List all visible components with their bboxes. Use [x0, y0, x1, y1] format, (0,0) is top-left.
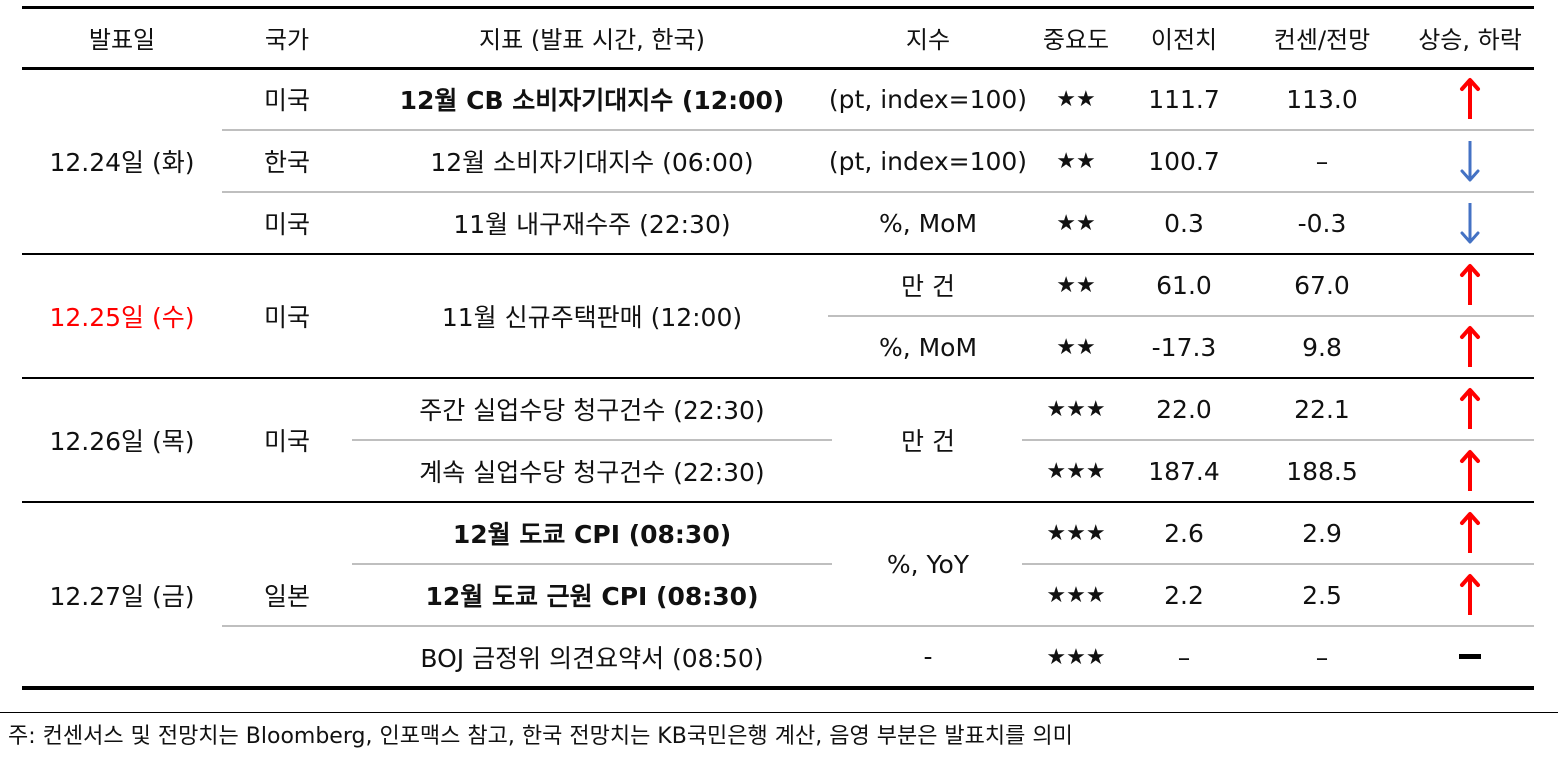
- previous-value: –: [1177, 642, 1191, 672]
- arrow-up-icon: [1396, 565, 1544, 625]
- indicator-cell: 주간 실업수당 청구건수 (22:30): [419, 396, 765, 425]
- date-cell: 12.26일 (목): [49, 427, 195, 456]
- importance-stars: ★★: [1056, 272, 1096, 298]
- indicator-cell: 12월 소비자기대지수 (06:00): [430, 148, 754, 177]
- consensus-value: 22.1: [1294, 394, 1350, 424]
- row-divider: [222, 625, 1534, 627]
- importance-stars: ★★★: [1046, 458, 1106, 484]
- arrow-up-icon: [1396, 69, 1544, 129]
- unit-cell: 만 건: [901, 427, 955, 456]
- header-unit: 지수: [905, 26, 951, 54]
- arrow-up-icon: [1396, 503, 1544, 563]
- arrow-down-icon: [1396, 193, 1544, 253]
- consensus-value: -0.3: [1297, 208, 1347, 238]
- row-divider: [1022, 563, 1534, 565]
- previous-value: 2.6: [1164, 518, 1204, 548]
- date-cell-holiday: 12.25일 (수): [49, 303, 195, 332]
- arrow-up-icon: [1396, 255, 1544, 315]
- date-cell: 12.27일 (금): [49, 581, 195, 611]
- consensus-value: 188.5: [1286, 456, 1358, 486]
- consensus-value: –: [1315, 642, 1329, 672]
- indicator-cell: 11월 신규주택판매 (12:00): [441, 303, 743, 332]
- consensus-value: 2.9: [1302, 518, 1342, 548]
- table-bottom-border: [22, 686, 1534, 690]
- indicator-cell: 12월 CB 소비자기대지수 (12:00): [399, 86, 785, 115]
- header-country: 국가: [264, 26, 310, 54]
- importance-stars: ★★: [1056, 334, 1096, 360]
- consensus-value: 9.8: [1302, 332, 1342, 362]
- unit-cell: 만 건: [901, 272, 955, 301]
- importance-stars: ★★: [1056, 86, 1096, 112]
- date-cell: 12.24일 (화): [49, 148, 195, 177]
- country-cell: 미국: [263, 86, 310, 115]
- economic-calendar-table: 발표일 국가 지표 (발표 시간, 한국) 지수 중요도 이전치 컨센/전망 상…: [22, 0, 1534, 762]
- unit-cell: (pt, index=100): [828, 146, 1028, 176]
- country-cell: 한국: [263, 148, 310, 177]
- unit-cell: %, MoM: [878, 208, 978, 238]
- footnote-divider: [0, 712, 1558, 713]
- importance-stars: ★★★: [1046, 644, 1106, 670]
- importance-stars: ★★★: [1046, 396, 1106, 422]
- dash-icon: [1396, 627, 1544, 687]
- table-top-border: [22, 6, 1534, 9]
- unit-cell: -: [923, 642, 933, 671]
- indicator-cell: 11월 내구재수주 (22:30): [453, 210, 731, 239]
- row-divider: [352, 563, 832, 565]
- previous-value: 187.4: [1148, 456, 1220, 486]
- row-divider: [222, 129, 1534, 131]
- row-divider: [222, 191, 1534, 193]
- header-date: 발표일: [88, 26, 156, 54]
- row-divider: [352, 439, 832, 441]
- unit-cell: (pt, index=100): [828, 84, 1028, 114]
- previous-value: 111.7: [1148, 84, 1220, 114]
- country-cell: 일본: [263, 581, 310, 611]
- importance-stars: ★★★: [1046, 520, 1106, 546]
- country-cell: 미국: [263, 210, 310, 239]
- previous-value: 2.2: [1164, 580, 1204, 610]
- header-importance: 중요도: [1042, 26, 1110, 54]
- arrow-up-icon: [1396, 317, 1544, 377]
- unit-cell: %, MoM: [878, 332, 978, 362]
- consensus-value: 2.5: [1302, 580, 1342, 610]
- previous-value: 22.0: [1156, 394, 1212, 424]
- previous-value: 0.3: [1164, 208, 1204, 238]
- importance-stars: ★★: [1056, 148, 1096, 174]
- arrow-up-icon: [1396, 441, 1544, 501]
- group-divider: [22, 501, 1534, 503]
- footnote: 주: 컨센서스 및 전망치는 Bloomberg, 인포맥스 참고, 한국 전망…: [8, 724, 1073, 749]
- previous-value: 61.0: [1156, 270, 1212, 300]
- previous-value: 100.7: [1148, 146, 1220, 176]
- importance-stars: ★★★: [1046, 582, 1106, 608]
- consensus-value: 113.0: [1286, 84, 1358, 114]
- header-indicator: 지표 (발표 시간, 한국): [479, 26, 705, 54]
- country-cell: 미국: [263, 303, 310, 332]
- consensus-value: –: [1315, 146, 1329, 176]
- header-bottom-border: [22, 67, 1534, 70]
- indicator-cell: 계속 실업수당 청구건수 (22:30): [419, 458, 765, 487]
- header-consensus: 컨센/전망: [1273, 26, 1371, 54]
- indicator-cell: 12월 도쿄 CPI (08:30): [452, 520, 732, 549]
- header-previous: 이전치: [1150, 26, 1218, 54]
- consensus-value: 67.0: [1294, 270, 1350, 300]
- row-divider: [1022, 439, 1534, 441]
- importance-stars: ★★: [1056, 210, 1096, 236]
- country-cell: 미국: [263, 427, 310, 456]
- arrow-down-icon: [1396, 131, 1544, 191]
- header-direction: 상승, 하락: [1418, 26, 1522, 54]
- indicator-cell: BOJ 금정위 의견요약서 (08:50): [420, 643, 764, 673]
- unit-cell: %, YoY: [886, 549, 970, 579]
- indicator-cell: 12월 도쿄 근원 CPI (08:30): [425, 582, 759, 611]
- group-divider: [22, 253, 1534, 255]
- arrow-up-icon: [1396, 379, 1544, 439]
- group-divider: [22, 377, 1534, 379]
- previous-value: -17.3: [1151, 332, 1217, 362]
- row-divider: [828, 315, 1534, 317]
